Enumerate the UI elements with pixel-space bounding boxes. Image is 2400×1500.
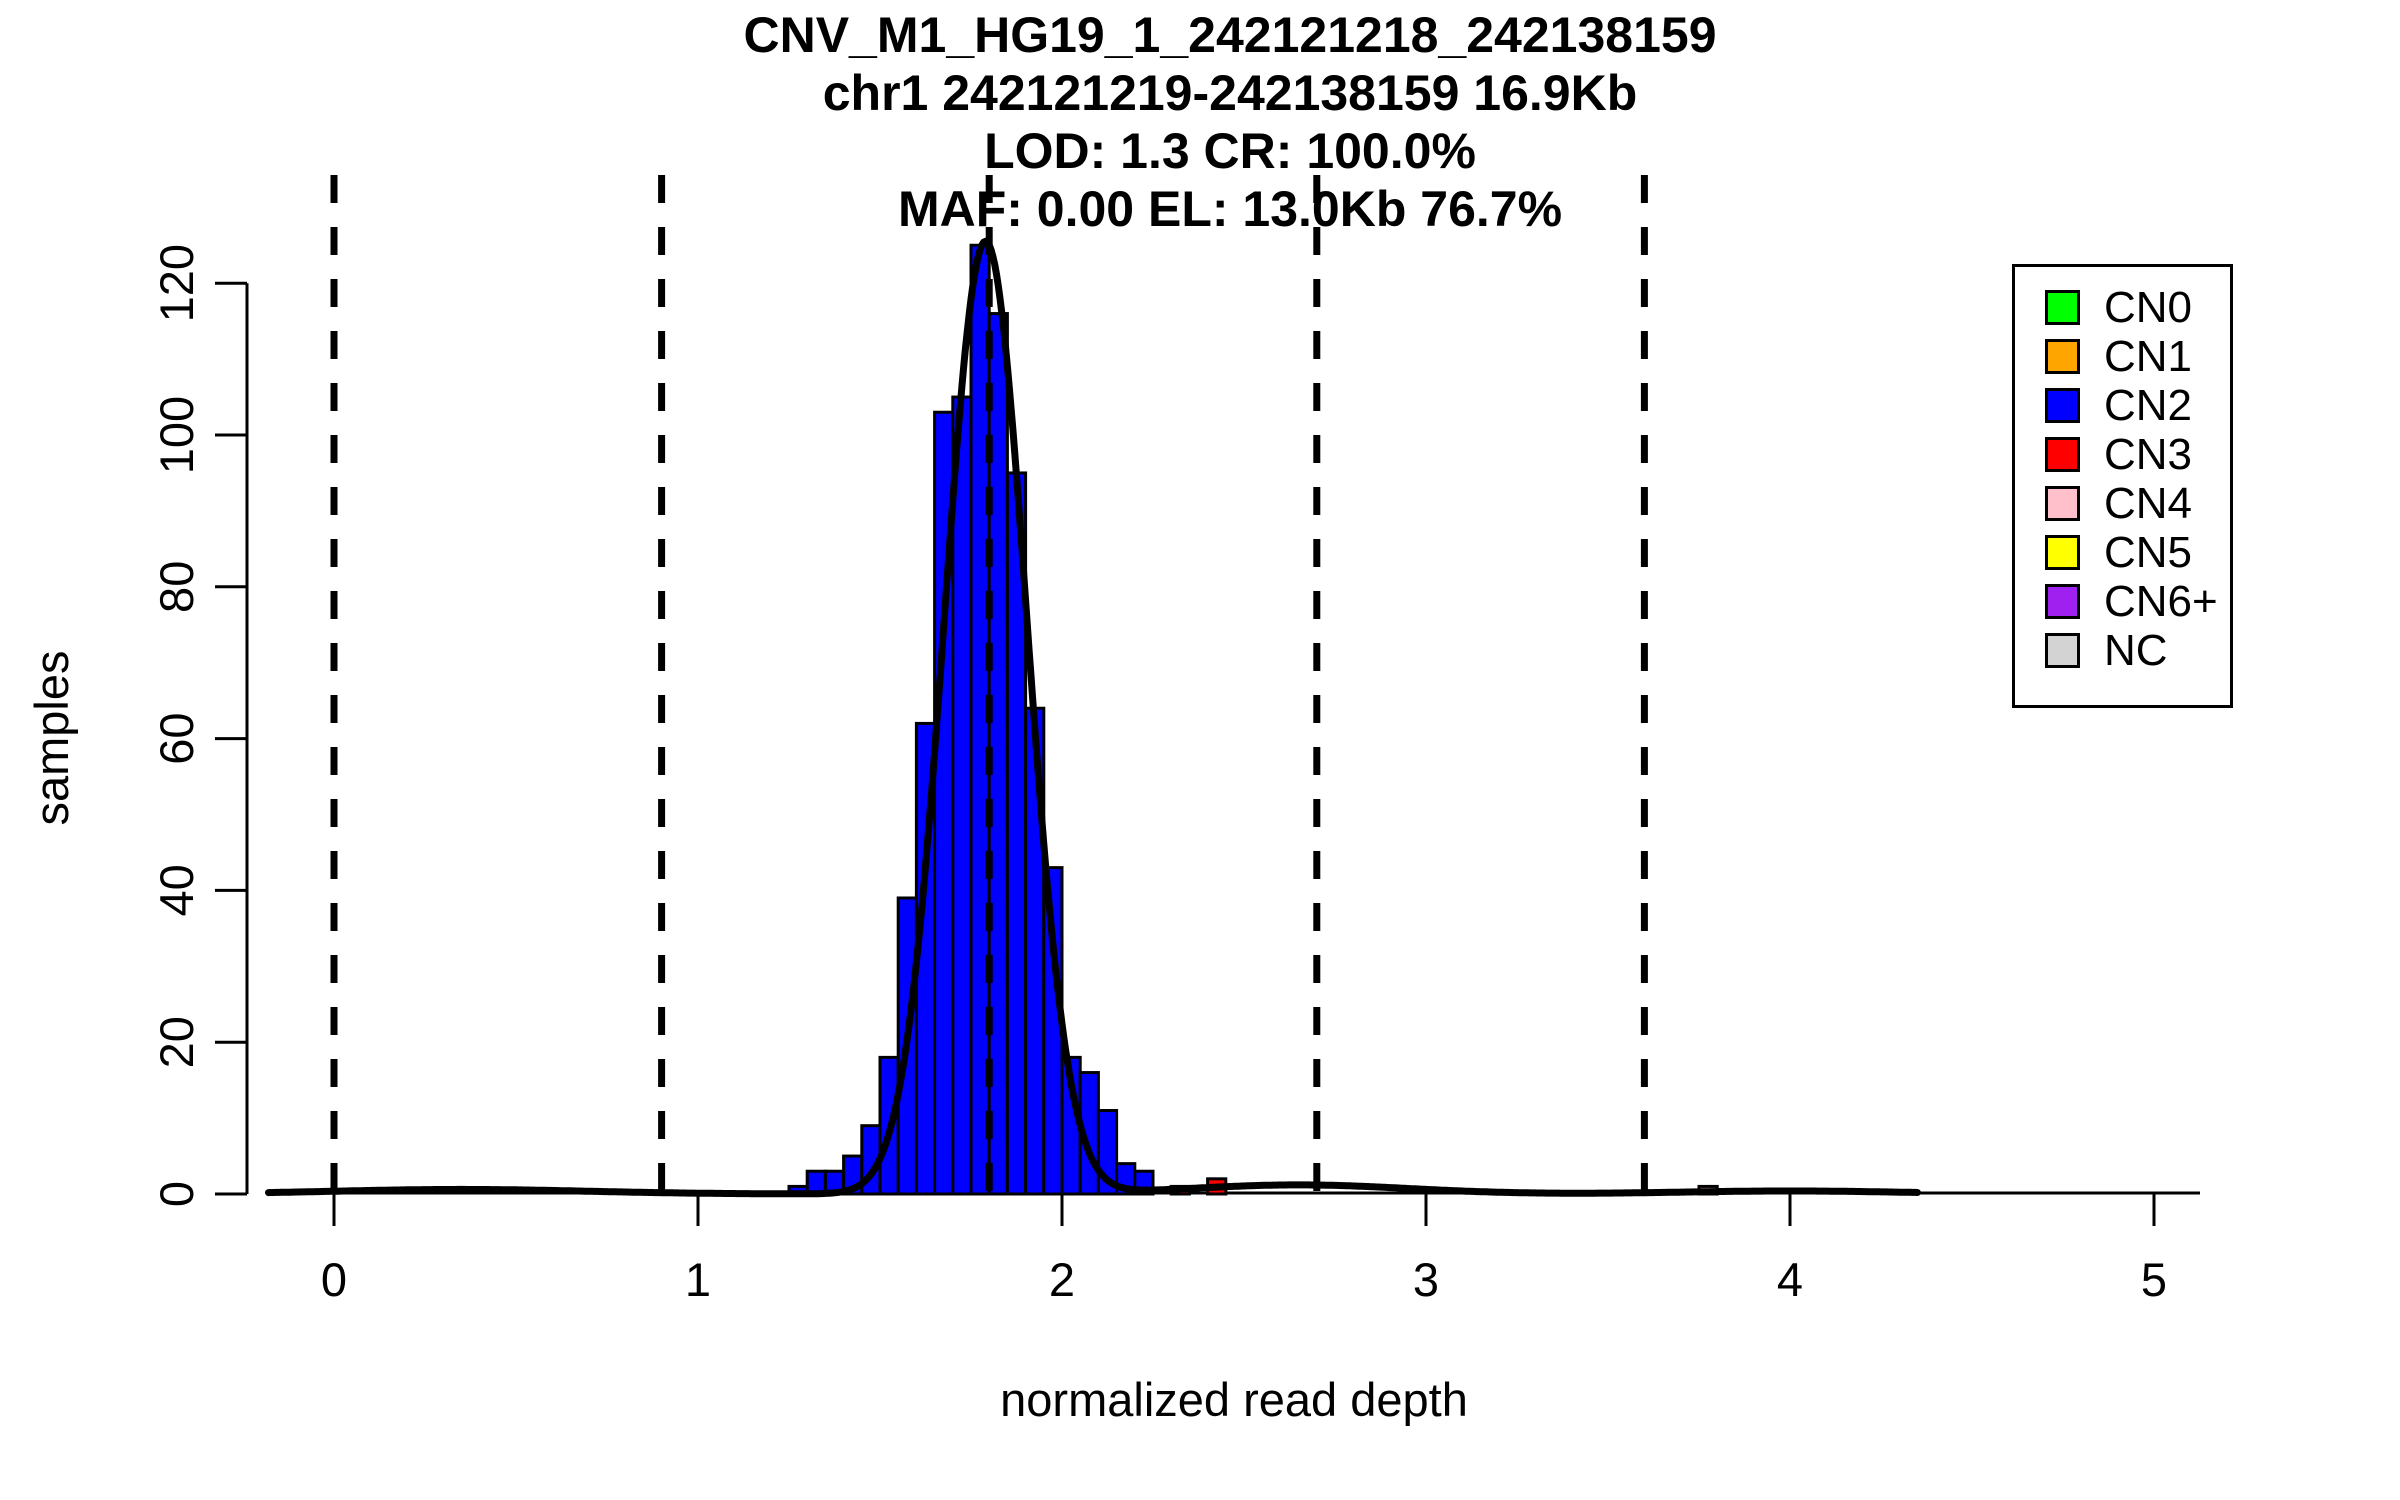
legend-swatch-cn3 [2045, 437, 2080, 472]
x-tick-label: 3 [1413, 1253, 1439, 1306]
legend-swatch-cn2 [2045, 388, 2080, 423]
legend-item-label: NC [2104, 625, 2168, 675]
legend-swatch-cn1 [2045, 339, 2080, 374]
legend-item-label: CN4 [2104, 478, 2193, 528]
legend-item-label: CN5 [2104, 527, 2193, 577]
y-tick-label: 80 [150, 561, 203, 613]
x-axis-label: normalized read depth [1000, 1373, 1468, 1426]
legend-item-label: CN1 [2104, 331, 2193, 381]
figure-title: CNV_M1_HG19_1_242121218_242138159 chr1 2… [60, 6, 2400, 238]
legend-item-cn2: CN2 [2015, 381, 2230, 430]
legend-item-cn3: CN3 [2015, 430, 2230, 479]
gaussian-fit-curve [265, 237, 1921, 1198]
legend-item-nc: NC [2015, 626, 2230, 675]
y-tick-label: 60 [150, 712, 203, 764]
legend-item-cn5: CN5 [2015, 528, 2230, 577]
x-tick-label: 1 [685, 1253, 711, 1306]
title-line-2: chr1 242121219-242138159 16.9Kb [822, 65, 1638, 121]
legend-item-label: CN6+ [2104, 576, 2218, 626]
y-tick-label: 0 [150, 1181, 203, 1207]
legend-swatch-nc [2045, 633, 2080, 668]
legend-item-label: CN3 [2104, 429, 2193, 479]
title-line-1: CNV_M1_HG19_1_242121218_242138159 [743, 7, 1717, 63]
title-line-4: MAF: 0.00 EL: 13.0Kb 76.7% [897, 181, 1563, 237]
legend-swatch-cn0 [2045, 290, 2080, 325]
title-line-3: LOD: 1.3 CR: 100.0% [984, 123, 1476, 179]
legend-item-cn1: CN1 [2015, 332, 2230, 381]
x-tick-label: 2 [1049, 1253, 1075, 1306]
legend-swatch-cn5 [2045, 535, 2080, 570]
legend: CN0 CN1 CN2 CN3 CN4 CN5 CN6+ NC [2012, 264, 2233, 708]
y-tick-label: 100 [150, 396, 203, 474]
legend-item-label: CN0 [2104, 282, 2193, 332]
legend-item-cn4: CN4 [2015, 479, 2230, 528]
x-tick-label: 5 [2141, 1253, 2167, 1306]
legend-swatch-cn6plus [2045, 584, 2080, 619]
legend-item-label: CN2 [2104, 380, 2193, 430]
y-tick-label: 40 [150, 864, 203, 916]
legend-item-cn0: CN0 [2015, 283, 2230, 332]
x-tick-label: 0 [321, 1253, 347, 1306]
legend-item-cn6plus: CN6+ [2015, 577, 2230, 626]
y-tick-label: 120 [150, 244, 203, 322]
y-tick-label: 20 [150, 1016, 203, 1068]
x-tick-label: 4 [1777, 1253, 1803, 1306]
histogram-bar-cn2 [951, 395, 973, 1196]
legend-swatch-cn4 [2045, 486, 2080, 521]
